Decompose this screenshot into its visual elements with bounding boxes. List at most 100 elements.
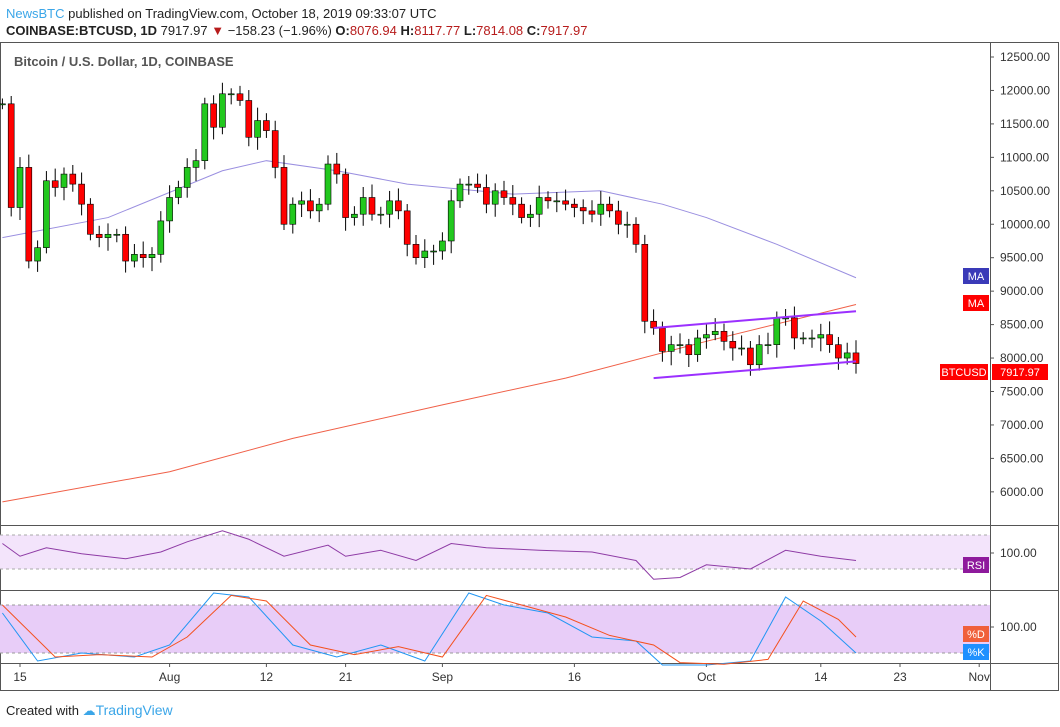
candle-down bbox=[395, 200, 402, 212]
candle-down bbox=[729, 341, 737, 349]
candle-up bbox=[421, 250, 429, 258]
candle-down bbox=[544, 197, 552, 202]
candle-up bbox=[755, 344, 763, 366]
candle-down bbox=[307, 200, 314, 212]
candle-down bbox=[236, 93, 244, 101]
candle-up bbox=[227, 93, 235, 96]
x-tick-label: Aug bbox=[159, 670, 180, 684]
h-label: H: bbox=[400, 23, 415, 38]
candle-up bbox=[439, 240, 446, 252]
chart-title: Bitcoin / U.S. Dollar, 1D, COINBASE bbox=[14, 54, 234, 69]
symbol: COINBASE:BTCUSD, 1D bbox=[6, 23, 157, 38]
candle-down bbox=[720, 330, 728, 342]
candle-up bbox=[104, 233, 112, 238]
candle-up bbox=[386, 200, 393, 215]
candle-down bbox=[588, 210, 596, 215]
candle-up bbox=[738, 347, 745, 350]
high-value: 8117.77 bbox=[414, 23, 461, 38]
candle-up bbox=[447, 200, 455, 242]
candle-down bbox=[342, 173, 349, 218]
candle-up bbox=[377, 213, 385, 216]
stoch-k-label: %K bbox=[967, 647, 985, 659]
candle-up bbox=[535, 197, 543, 215]
y-tick-label: 8000.00 bbox=[1000, 351, 1044, 365]
candle-down bbox=[280, 167, 288, 225]
candle-up bbox=[623, 223, 631, 226]
candle-down bbox=[78, 183, 85, 205]
tradingview-brand[interactable]: TradingView bbox=[95, 702, 173, 718]
candle-up bbox=[192, 160, 200, 168]
rsi-line bbox=[2, 530, 857, 580]
l-label: L: bbox=[463, 23, 477, 38]
candle-up bbox=[694, 337, 701, 356]
candle-up bbox=[430, 250, 437, 253]
candle-down bbox=[139, 254, 147, 258]
c-label: C: bbox=[526, 23, 541, 38]
symbol-price-label: BTCUSD bbox=[941, 367, 986, 379]
created-with: Created with bbox=[6, 703, 79, 718]
open-value: 8076.94 bbox=[349, 23, 397, 38]
candle-up bbox=[315, 203, 323, 212]
candle-down bbox=[263, 120, 270, 131]
candle-up bbox=[131, 254, 138, 262]
candle-up bbox=[703, 334, 710, 339]
candle-up bbox=[0, 103, 6, 106]
x-tick-label: Nov bbox=[969, 670, 990, 684]
candle-down bbox=[87, 203, 94, 235]
y-tick-label: 11000.00 bbox=[1000, 150, 1049, 164]
y-tick-label: 7500.00 bbox=[1000, 385, 1044, 399]
x-tick-label: 21 bbox=[339, 670, 353, 684]
ma-slow-label-bg bbox=[963, 295, 989, 311]
candle-down bbox=[271, 130, 279, 168]
low-value: 7814.08 bbox=[476, 23, 524, 38]
candle-down bbox=[412, 244, 420, 259]
symbol-price-label-bg bbox=[940, 364, 988, 380]
publisher-link[interactable]: NewsBTC bbox=[6, 6, 65, 21]
down-arrow-icon: ▼ bbox=[211, 23, 225, 38]
ma-slow-line bbox=[2, 304, 857, 503]
last-price-label: 7917.97 bbox=[1000, 367, 1040, 379]
stoch-band bbox=[0, 605, 990, 653]
candle-down bbox=[245, 100, 253, 138]
candle-down bbox=[368, 197, 376, 215]
price-chart[interactable]: Bitcoin / U.S. Dollar, 1D, COINBASE 12500… bbox=[0, 0, 1060, 700]
y-tick-label: 10000.00 bbox=[1000, 217, 1050, 231]
candle-down bbox=[826, 334, 833, 345]
o-label: O: bbox=[335, 23, 350, 38]
candle-up bbox=[113, 233, 121, 236]
close-value: 7917.97 bbox=[540, 23, 588, 38]
y-tick-label: 11500.00 bbox=[1000, 117, 1049, 131]
candle-up bbox=[773, 317, 781, 345]
ma-slow-label: MA bbox=[968, 298, 985, 310]
last-price: 7917.97 bbox=[160, 23, 208, 38]
stoch-d-line bbox=[2, 594, 857, 665]
candle-up bbox=[817, 334, 825, 339]
candle-up bbox=[359, 197, 367, 215]
candle-up bbox=[298, 200, 305, 205]
candle-up bbox=[254, 120, 261, 138]
candle-down bbox=[579, 207, 587, 212]
candle-down bbox=[747, 347, 754, 366]
candle-up bbox=[597, 203, 605, 215]
last-price-label-bg bbox=[992, 364, 1048, 380]
candle-up bbox=[183, 167, 191, 188]
stoch-k-label-bg bbox=[963, 644, 989, 660]
x-tick-label: 14 bbox=[814, 670, 828, 684]
candle-down bbox=[500, 190, 508, 198]
candle-up bbox=[465, 183, 473, 186]
candle-up bbox=[711, 330, 719, 335]
candle-down bbox=[122, 233, 129, 262]
y-tick-label: 8500.00 bbox=[1000, 318, 1044, 332]
stoch-tick-label: 100.00 bbox=[1000, 620, 1037, 634]
candle-down bbox=[641, 244, 649, 322]
candle-down bbox=[69, 173, 77, 185]
candle-up bbox=[667, 344, 675, 352]
x-tick-label: Oct bbox=[697, 670, 716, 684]
candle-up bbox=[175, 187, 182, 198]
candle-up bbox=[289, 203, 297, 225]
rsi-label-bg bbox=[963, 557, 989, 573]
candle-down bbox=[562, 200, 569, 205]
candle-up bbox=[201, 103, 209, 161]
candle-up bbox=[148, 254, 156, 258]
x-tick-label: 12 bbox=[260, 670, 274, 684]
